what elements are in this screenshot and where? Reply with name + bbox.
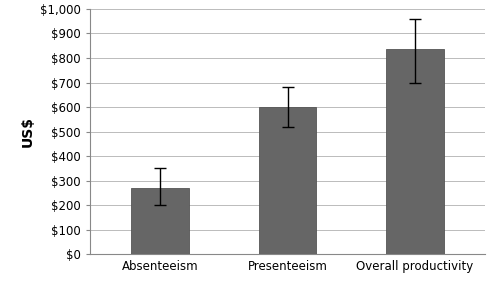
Bar <box>132 188 189 254</box>
Bar <box>386 49 444 254</box>
Bar <box>259 107 316 254</box>
Y-axis label: US$: US$ <box>20 116 34 147</box>
